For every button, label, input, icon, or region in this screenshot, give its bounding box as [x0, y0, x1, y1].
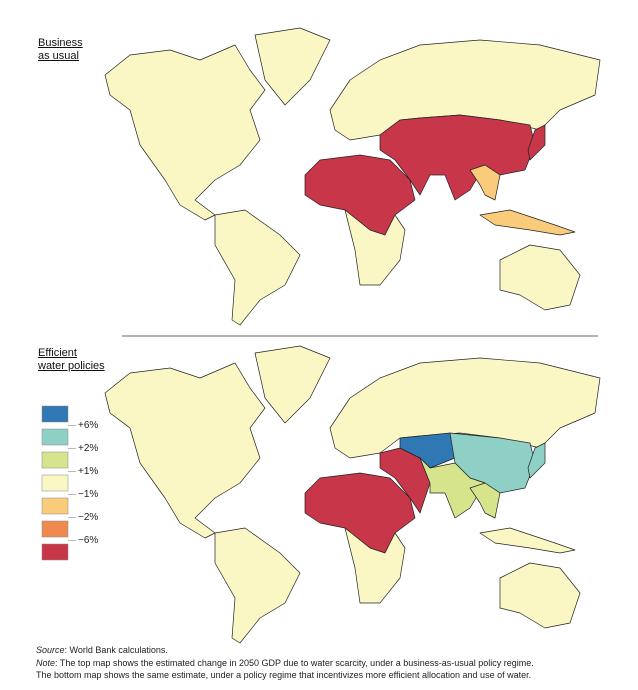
japan: [527, 442, 546, 479]
legend-label: −6%: [78, 535, 98, 546]
australia: [499, 562, 581, 629]
indochina: [469, 164, 501, 201]
note-label: Note: [36, 658, 56, 668]
australia: [499, 244, 581, 311]
map-title: Efficient water policies: [38, 347, 105, 373]
indonesia: [479, 209, 576, 236]
south-america: [214, 527, 301, 644]
legend-label: +2%: [78, 443, 98, 454]
north-america: [104, 362, 266, 539]
title-line: as usual: [38, 50, 79, 62]
japan: [527, 124, 546, 161]
legend-label: +1%: [78, 466, 98, 477]
eurasia: [329, 39, 601, 141]
south-africa: [344, 527, 406, 604]
legend-swatch: [41, 543, 69, 561]
note: Note: The top map shows the estimated ch…: [36, 657, 534, 681]
legend: +6% +2% +1% −1% −2% −6%: [41, 405, 98, 561]
source-label: Source: [36, 645, 65, 655]
top-map: [104, 27, 601, 326]
greenland: [254, 27, 331, 106]
title-line: Business: [38, 37, 83, 49]
note-line: : The top map shows the estimated change…: [55, 658, 534, 668]
bottom-map: [104, 345, 601, 644]
note-line: The bottom map shows the same estimate, …: [36, 670, 532, 680]
south-asia: [419, 457, 486, 519]
title-line: Efficient: [38, 347, 77, 359]
title-line: water policies: [38, 360, 105, 372]
greenland: [254, 345, 331, 424]
north-america: [104, 44, 266, 221]
legend-swatch: [41, 497, 69, 515]
eurasia: [329, 357, 601, 459]
south-africa: [344, 209, 406, 286]
legend-label: −1%: [78, 489, 98, 500]
legend-swatch: [41, 428, 69, 446]
south-america: [214, 209, 301, 326]
legend-swatch: [41, 405, 69, 423]
indonesia: [479, 527, 576, 554]
legend-label: +6%: [78, 420, 98, 431]
source-text: : World Bank calculations.: [64, 645, 168, 655]
legend-swatch: [41, 474, 69, 492]
legend-swatch: [41, 520, 69, 538]
map-title: Business as usual: [38, 37, 83, 63]
source: Source: World Bank calculations.: [36, 644, 168, 656]
indochina: [469, 482, 501, 519]
legend-swatch: [41, 451, 69, 469]
legend-label: −2%: [78, 512, 98, 523]
